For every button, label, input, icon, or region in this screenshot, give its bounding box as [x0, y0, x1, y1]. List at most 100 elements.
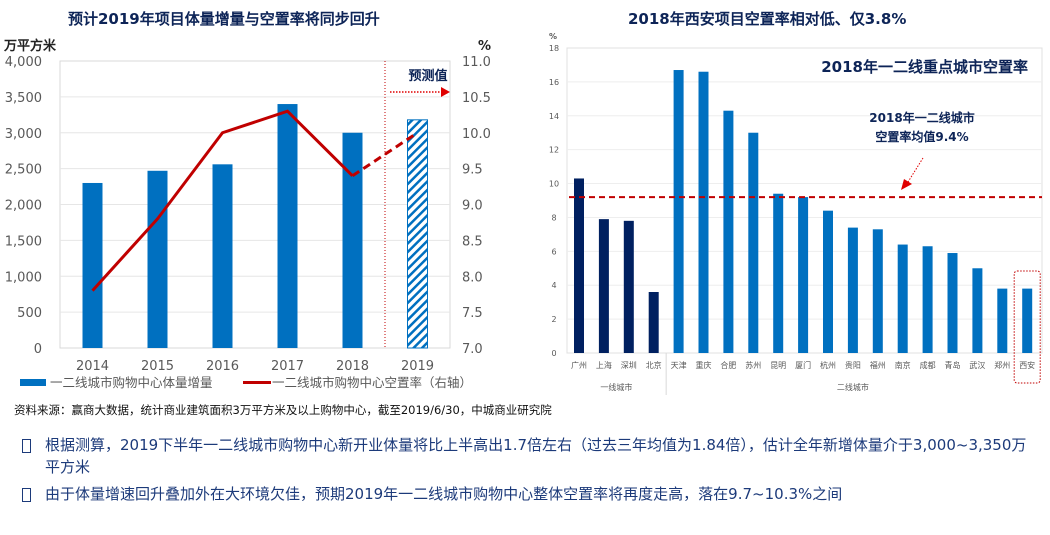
legend-bar-label: 一二线城市购物中心体量增量: [50, 375, 213, 390]
vacancy-line: [91, 109, 354, 292]
x-tick: 广州: [571, 360, 587, 370]
average-label: 2018年一二线城市: [869, 110, 974, 125]
x-tick: 2019: [401, 359, 434, 374]
group-label: 一线城市: [600, 382, 632, 392]
bar-厦门: [798, 197, 809, 353]
bar-北京: [648, 292, 659, 353]
x-tick: 郑州: [994, 360, 1010, 370]
x-tick: 合肥: [720, 360, 736, 370]
x-tick: 贵阳: [845, 360, 861, 370]
y-tick-left: 3,500: [5, 91, 42, 106]
bar-青岛: [947, 253, 958, 353]
x-tick: 厦门: [795, 360, 811, 370]
bar-广州: [574, 178, 584, 353]
bar-重庆: [698, 71, 709, 353]
bullet-text: 由于体量增速回升叠加外在大环境欠佳，预期2019年一二线城市购物中心整体空置率将…: [45, 485, 843, 503]
x-tick: 2015: [141, 359, 174, 374]
right-chart: 0 2 4 6 8 10 12 14 16 18% 2018年一二线重点城市空置率广州 上海 深圳 北京天…: [549, 32, 1043, 395]
bar-深圳: [623, 220, 634, 353]
bar-2018: [342, 132, 363, 348]
inner-title: 2018年一二线重点城市空置率: [821, 58, 1028, 76]
y-tick-right: 7.5: [462, 306, 483, 321]
y-axis-left-label: 万平方米: [3, 38, 57, 54]
bullet-icon: [22, 488, 31, 502]
x-tick: 2016: [206, 359, 239, 374]
bar-苏州: [748, 132, 759, 353]
y-tick-left: 1,500: [5, 234, 42, 249]
highlight-box: [1013, 270, 1041, 384]
bullet-1: 根据测算，2019下半年一二线城市购物中心新开业体量将比上半高出1.7倍左右（过…: [22, 434, 1032, 478]
group-label: 二线城市: [837, 382, 869, 392]
bullet-text: 根据测算，2019下半年一二线城市购物中心新开业体量将比上半高出1.7倍左右（过…: [45, 436, 1027, 476]
bar-2015: [147, 170, 168, 348]
bar-南京: [897, 244, 908, 353]
left-chart-title: 预计2019年项目体量增量与空置率将同步回升: [68, 10, 380, 28]
x-tick: 南京: [895, 360, 911, 370]
bar-2019: [407, 119, 428, 349]
bar-2014: [82, 182, 103, 348]
y-tick-right: 8.0: [462, 270, 483, 285]
y-tick-right: 9.0: [462, 199, 483, 214]
x-tick: 昆明: [770, 361, 786, 370]
y-tick: 12: [549, 146, 559, 155]
y-tick: 4: [551, 281, 556, 290]
arrow-head-icon: [901, 179, 912, 190]
bar-2016: [212, 164, 233, 348]
y-tick-right: 11.0: [462, 55, 491, 70]
y-tick-left: 1,000: [5, 270, 42, 285]
y-tick-right: 10.0: [462, 127, 491, 142]
y-tick-right: 10.5: [462, 91, 491, 106]
y-tick-right: 7.0: [462, 342, 483, 357]
bar-福州: [872, 229, 883, 353]
y-tick: 2: [551, 315, 556, 324]
y-tick: 0: [551, 349, 556, 358]
average-label: 空置率均值9.4%: [875, 129, 968, 144]
x-tick: 2018: [336, 359, 369, 374]
x-tick: 苏州: [745, 360, 761, 370]
x-tick: 福州: [870, 361, 886, 370]
y-tick-left: 4,000: [5, 55, 42, 70]
y-tick: 8: [551, 213, 556, 222]
legend-bar-swatch: [20, 379, 46, 386]
right-chart-title: 2018年西安项目空置率相对低、仅3.8%: [628, 10, 907, 28]
y-tick-right: 8.5: [462, 234, 483, 249]
source-note: 资料来源：赢商大数据，统计商业建筑面积3万平方米及以上购物中心，截至2019/6…: [14, 403, 552, 417]
bar-成都: [922, 246, 933, 353]
y-tick-left: 500: [17, 306, 42, 321]
bar-武汉: [972, 268, 983, 353]
y-axis-label: %: [549, 32, 557, 41]
x-tick: 上海: [596, 360, 612, 370]
bar-天津: [673, 70, 684, 354]
bar-昆明: [773, 193, 784, 353]
x-tick: 重庆: [696, 360, 712, 370]
x-tick: 2014: [76, 359, 109, 374]
x-tick: 深圳: [621, 360, 637, 370]
y-tick-left: 2,500: [5, 163, 42, 178]
x-tick: 北京: [646, 360, 662, 370]
bar-杭州: [823, 210, 833, 353]
y-tick-left: 3,000: [5, 127, 42, 142]
y-tick: 18: [549, 44, 559, 53]
y-tick-left: 2,000: [5, 199, 42, 214]
bar-合肥: [723, 110, 734, 353]
left-chart: 0 500 1,000 1,500 2,000 2,500 3,000 3,500 4,000 7…: [3, 38, 491, 390]
bullet-icon: [22, 439, 31, 453]
x-tick: 青岛: [945, 360, 961, 370]
forecast-label: 预测值: [408, 68, 447, 84]
arrow-head-icon: [441, 87, 450, 97]
x-tick: 成都: [920, 360, 936, 370]
legend-line-swatch: [243, 381, 271, 384]
y-tick-left: 0: [34, 342, 42, 357]
legend-line-label: 一二线城市购物中心空置率（右轴）: [272, 375, 472, 390]
y-axis-right-label: %: [478, 39, 491, 54]
bar-2017: [277, 104, 298, 348]
bar-上海: [598, 219, 609, 353]
x-tick: 2017: [271, 359, 304, 374]
y-tick: 14: [549, 112, 559, 121]
y-tick-right: 9.5: [462, 163, 483, 178]
y-tick: 16: [549, 78, 559, 87]
x-tick: 杭州: [820, 360, 836, 370]
x-tick: 武汉: [969, 360, 985, 370]
bar-郑州: [997, 288, 1008, 353]
y-tick: 6: [551, 247, 556, 256]
